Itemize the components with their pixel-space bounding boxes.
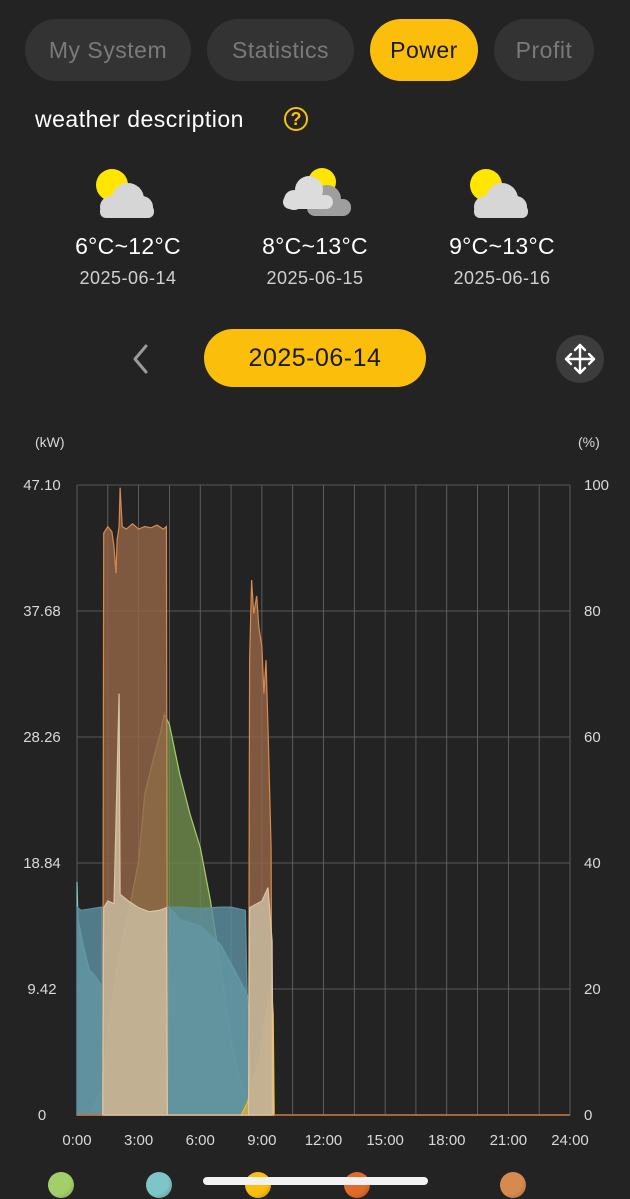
chevron-left-icon[interactable] xyxy=(124,340,158,378)
weather-day: 6°C~12°C 2025-06-14 xyxy=(28,165,228,289)
y-left-tick-label: 28.26 xyxy=(23,729,61,746)
y-right-tick-label: 0 xyxy=(584,1107,592,1124)
question-circle-icon[interactable]: ? xyxy=(284,107,308,131)
weather-date: 2025-06-14 xyxy=(79,268,177,288)
weather-date: 2025-06-15 xyxy=(266,268,364,288)
y-left-tick-label: 18.84 xyxy=(23,855,61,872)
tab-my-system[interactable]: My System xyxy=(25,19,191,81)
tab-bar: My System Statistics Power Profit xyxy=(0,19,630,81)
x-tick-label: 3:00 xyxy=(124,1132,153,1149)
weather-date: 2025-06-16 xyxy=(453,268,551,288)
weather-temp: 8°C~13°C xyxy=(262,233,368,259)
legend-dot[interactable] xyxy=(146,1172,172,1198)
partly-sunny-icon xyxy=(88,165,168,225)
move-arrows-icon xyxy=(564,343,596,375)
y-right-tick-label: 40 xyxy=(584,855,601,872)
x-tick-label: 18:00 xyxy=(428,1132,466,1149)
power-chart[interactable]: 0:00 3:00 6:00 9:00 12:00 15:00 18:00 21:00 24:0… xyxy=(0,0,630,1160)
weather-day: 9°C~13°C 2025-06-16 xyxy=(402,165,602,289)
tab-statistics[interactable]: Statistics xyxy=(207,19,354,81)
weather-temp: 6°C~12°C xyxy=(75,233,181,259)
left-axis-unit: (kW) xyxy=(35,434,65,450)
expand-chart-button[interactable] xyxy=(556,335,604,383)
x-tick-label: 0:00 xyxy=(62,1132,91,1149)
x-tick-label: 6:00 xyxy=(186,1132,215,1149)
partly-sunny-icon xyxy=(462,165,542,225)
weather-day: 8°C~13°C 2025-06-15 xyxy=(215,165,415,289)
y-right-tick-label: 20 xyxy=(584,981,601,998)
weather-title: weather description xyxy=(35,106,244,132)
y-left-tick-label: 37.68 xyxy=(23,603,61,620)
weather-temp: 9°C~13°C xyxy=(449,233,555,259)
date-picker-button[interactable]: 2025-06-14 xyxy=(204,329,426,387)
legend-dot[interactable] xyxy=(344,1172,370,1198)
x-tick-label: 15:00 xyxy=(366,1132,404,1149)
series-area-6 xyxy=(102,693,274,1116)
y-left-tick-label: 9.42 xyxy=(27,981,56,998)
y-right-tick-label: 60 xyxy=(584,729,601,746)
y-left-tick-label: 0 xyxy=(38,1107,46,1124)
tab-profit[interactable]: Profit xyxy=(494,19,594,81)
y-left-tick-label: 47.10 xyxy=(23,477,61,494)
x-tick-label: 21:00 xyxy=(490,1132,528,1149)
tab-power[interactable]: Power xyxy=(370,19,478,81)
home-indicator xyxy=(203,1177,428,1185)
legend-dot[interactable] xyxy=(500,1172,526,1198)
y-right-tick-label: 100 xyxy=(584,477,609,494)
legend-dot[interactable] xyxy=(245,1172,271,1198)
right-axis-unit: (%) xyxy=(578,434,600,450)
x-tick-label: 9:00 xyxy=(247,1132,276,1149)
mostly-cloudy-icon xyxy=(275,165,355,225)
legend-dot[interactable] xyxy=(48,1172,74,1198)
x-tick-label: 24:00 xyxy=(551,1132,589,1149)
x-tick-label: 12:00 xyxy=(305,1132,343,1149)
y-right-tick-label: 80 xyxy=(584,603,601,620)
